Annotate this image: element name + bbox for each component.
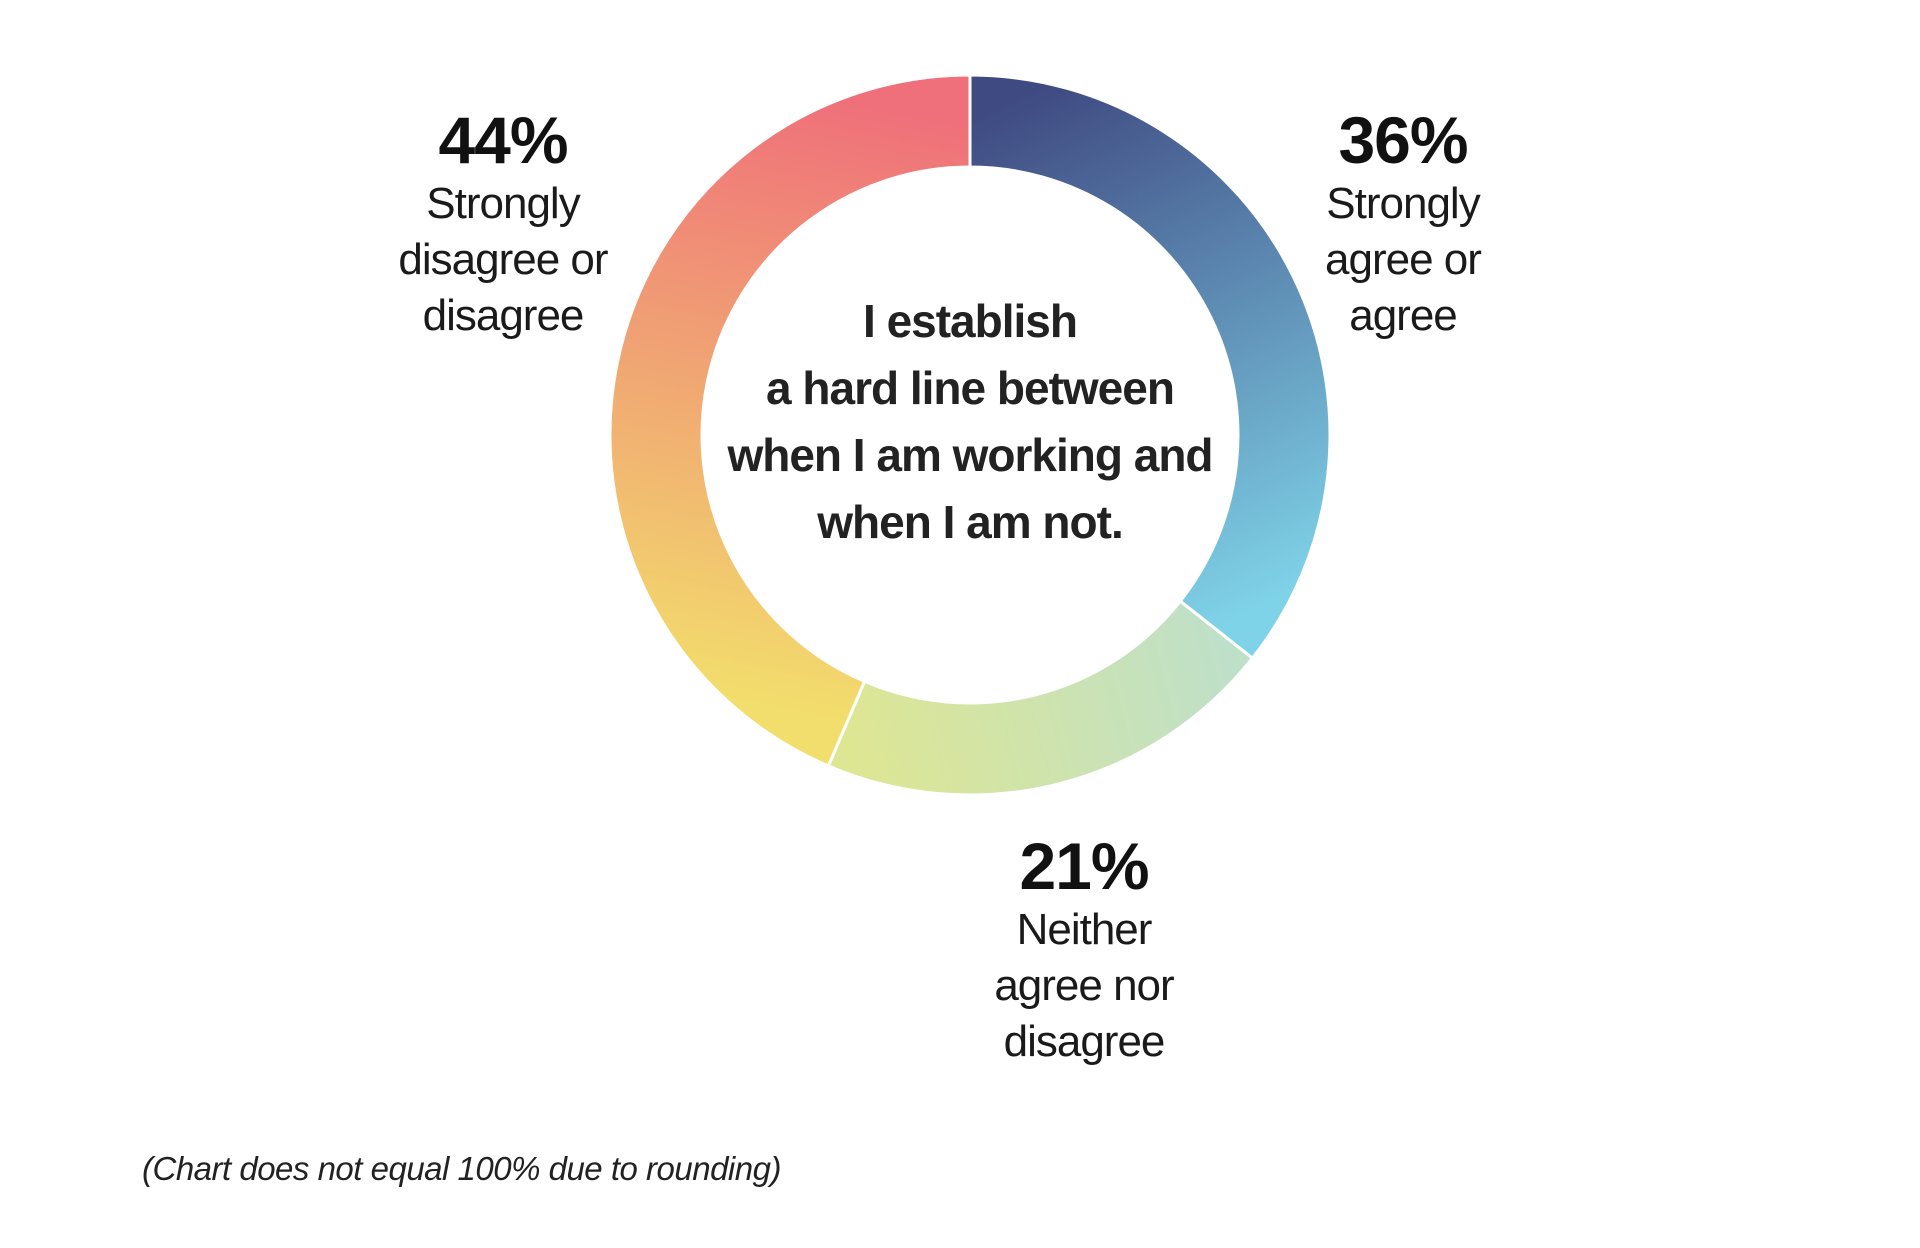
- center-text-line: I establish: [863, 295, 1078, 347]
- donut-slices: [608, 73, 1332, 797]
- slice-description: Strongly disagree or disagree: [398, 179, 608, 340]
- slice-label-agree: 36% Strongly agree or agree: [1253, 104, 1553, 344]
- slice-percent-label: 44%: [438, 103, 568, 177]
- center-text-line: a hard line between: [766, 362, 1175, 414]
- slice-description: Strongly agree or agree: [1325, 179, 1482, 340]
- donut-slice: [826, 599, 1255, 797]
- donut-slice: [608, 73, 972, 768]
- slice-label-neither: 21% Neither agree nor disagree: [934, 830, 1234, 1070]
- slice-percent-label: 21%: [1019, 829, 1149, 903]
- center-text-line: when I am working and: [727, 429, 1213, 481]
- chart-center-statement: I establish a hard line between when I a…: [700, 288, 1240, 556]
- chart-footnote: (Chart does not equal 100% due to roundi…: [142, 1150, 781, 1187]
- slice-percent-label: 36%: [1338, 103, 1468, 177]
- slice-description: Neither agree nor disagree: [994, 905, 1174, 1066]
- donut-slice: [968, 73, 1332, 661]
- center-text-line: when I am not.: [817, 496, 1123, 548]
- slice-label-disagree: 44% Strongly disagree or disagree: [353, 104, 653, 344]
